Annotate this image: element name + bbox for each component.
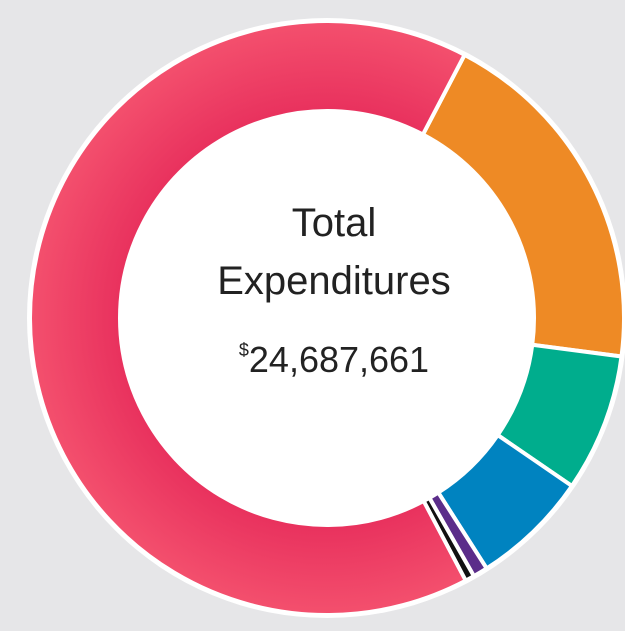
center-title-line: Expenditures (217, 259, 450, 303)
total-amount: 24,687,661 (249, 339, 429, 380)
segments (28, 19, 625, 617)
currency-symbol: $ (239, 340, 249, 360)
center-hole (121, 112, 533, 524)
center-total: $24,687,661 (239, 339, 429, 380)
center-title-line: Total (292, 201, 377, 245)
donut-segment (28, 19, 469, 617)
